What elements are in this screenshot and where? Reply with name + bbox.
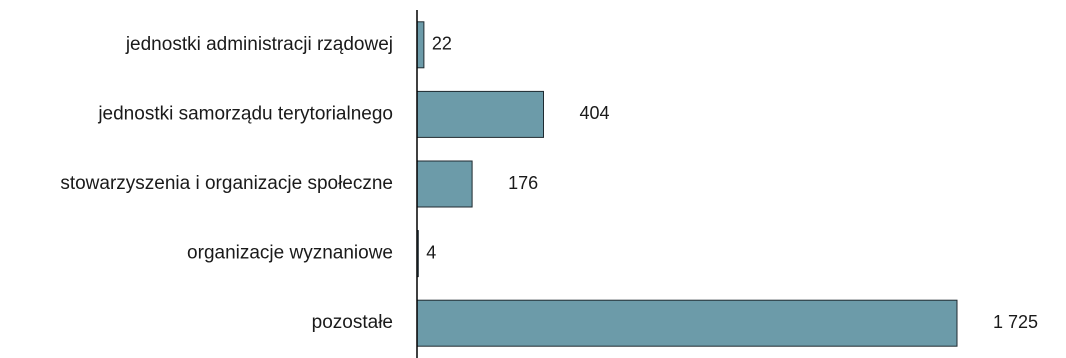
category-label-jednostki-administracji-rzadowej: jednostki administracji rządowej: [125, 34, 393, 55]
category-label-jednostki-samorzadu-terytorialnego: jednostki samorządu terytorialnego: [97, 103, 393, 124]
bar-stowarzyszenia-i-organizacje-spoleczne: [416, 160, 473, 208]
bar-jednostki-administracji-rzadowej: [416, 21, 425, 69]
category-labels-group: jednostki administracji rządowej jednostk…: [60, 34, 393, 333]
value-label-jednostki-samorzadu-terytorialnego: 404: [580, 103, 610, 123]
value-labels-group: 22 404 176 4 1 725: [426, 34, 1038, 332]
value-label-jednostki-administracji-rzadowej: 22: [432, 34, 452, 54]
category-label-pozostale: pozostałe: [312, 312, 393, 333]
value-label-stowarzyszenia-i-organizacje-spoleczne: 176: [508, 173, 538, 193]
bar-pozostale: [416, 299, 958, 347]
bars-group: [416, 21, 958, 347]
category-label-organizacje-wyznaniowe: organizacje wyznaniowe: [187, 243, 393, 264]
value-label-organizacje-wyznaniowe: 4: [426, 242, 436, 262]
bar-jednostki-samorzadu-terytorialnego: [416, 90, 544, 138]
category-label-stowarzyszenia-i-organizacje-spoleczne: stowarzyszenia i organizacje społeczne: [60, 173, 393, 194]
value-label-pozostale: 1 725: [993, 312, 1038, 332]
